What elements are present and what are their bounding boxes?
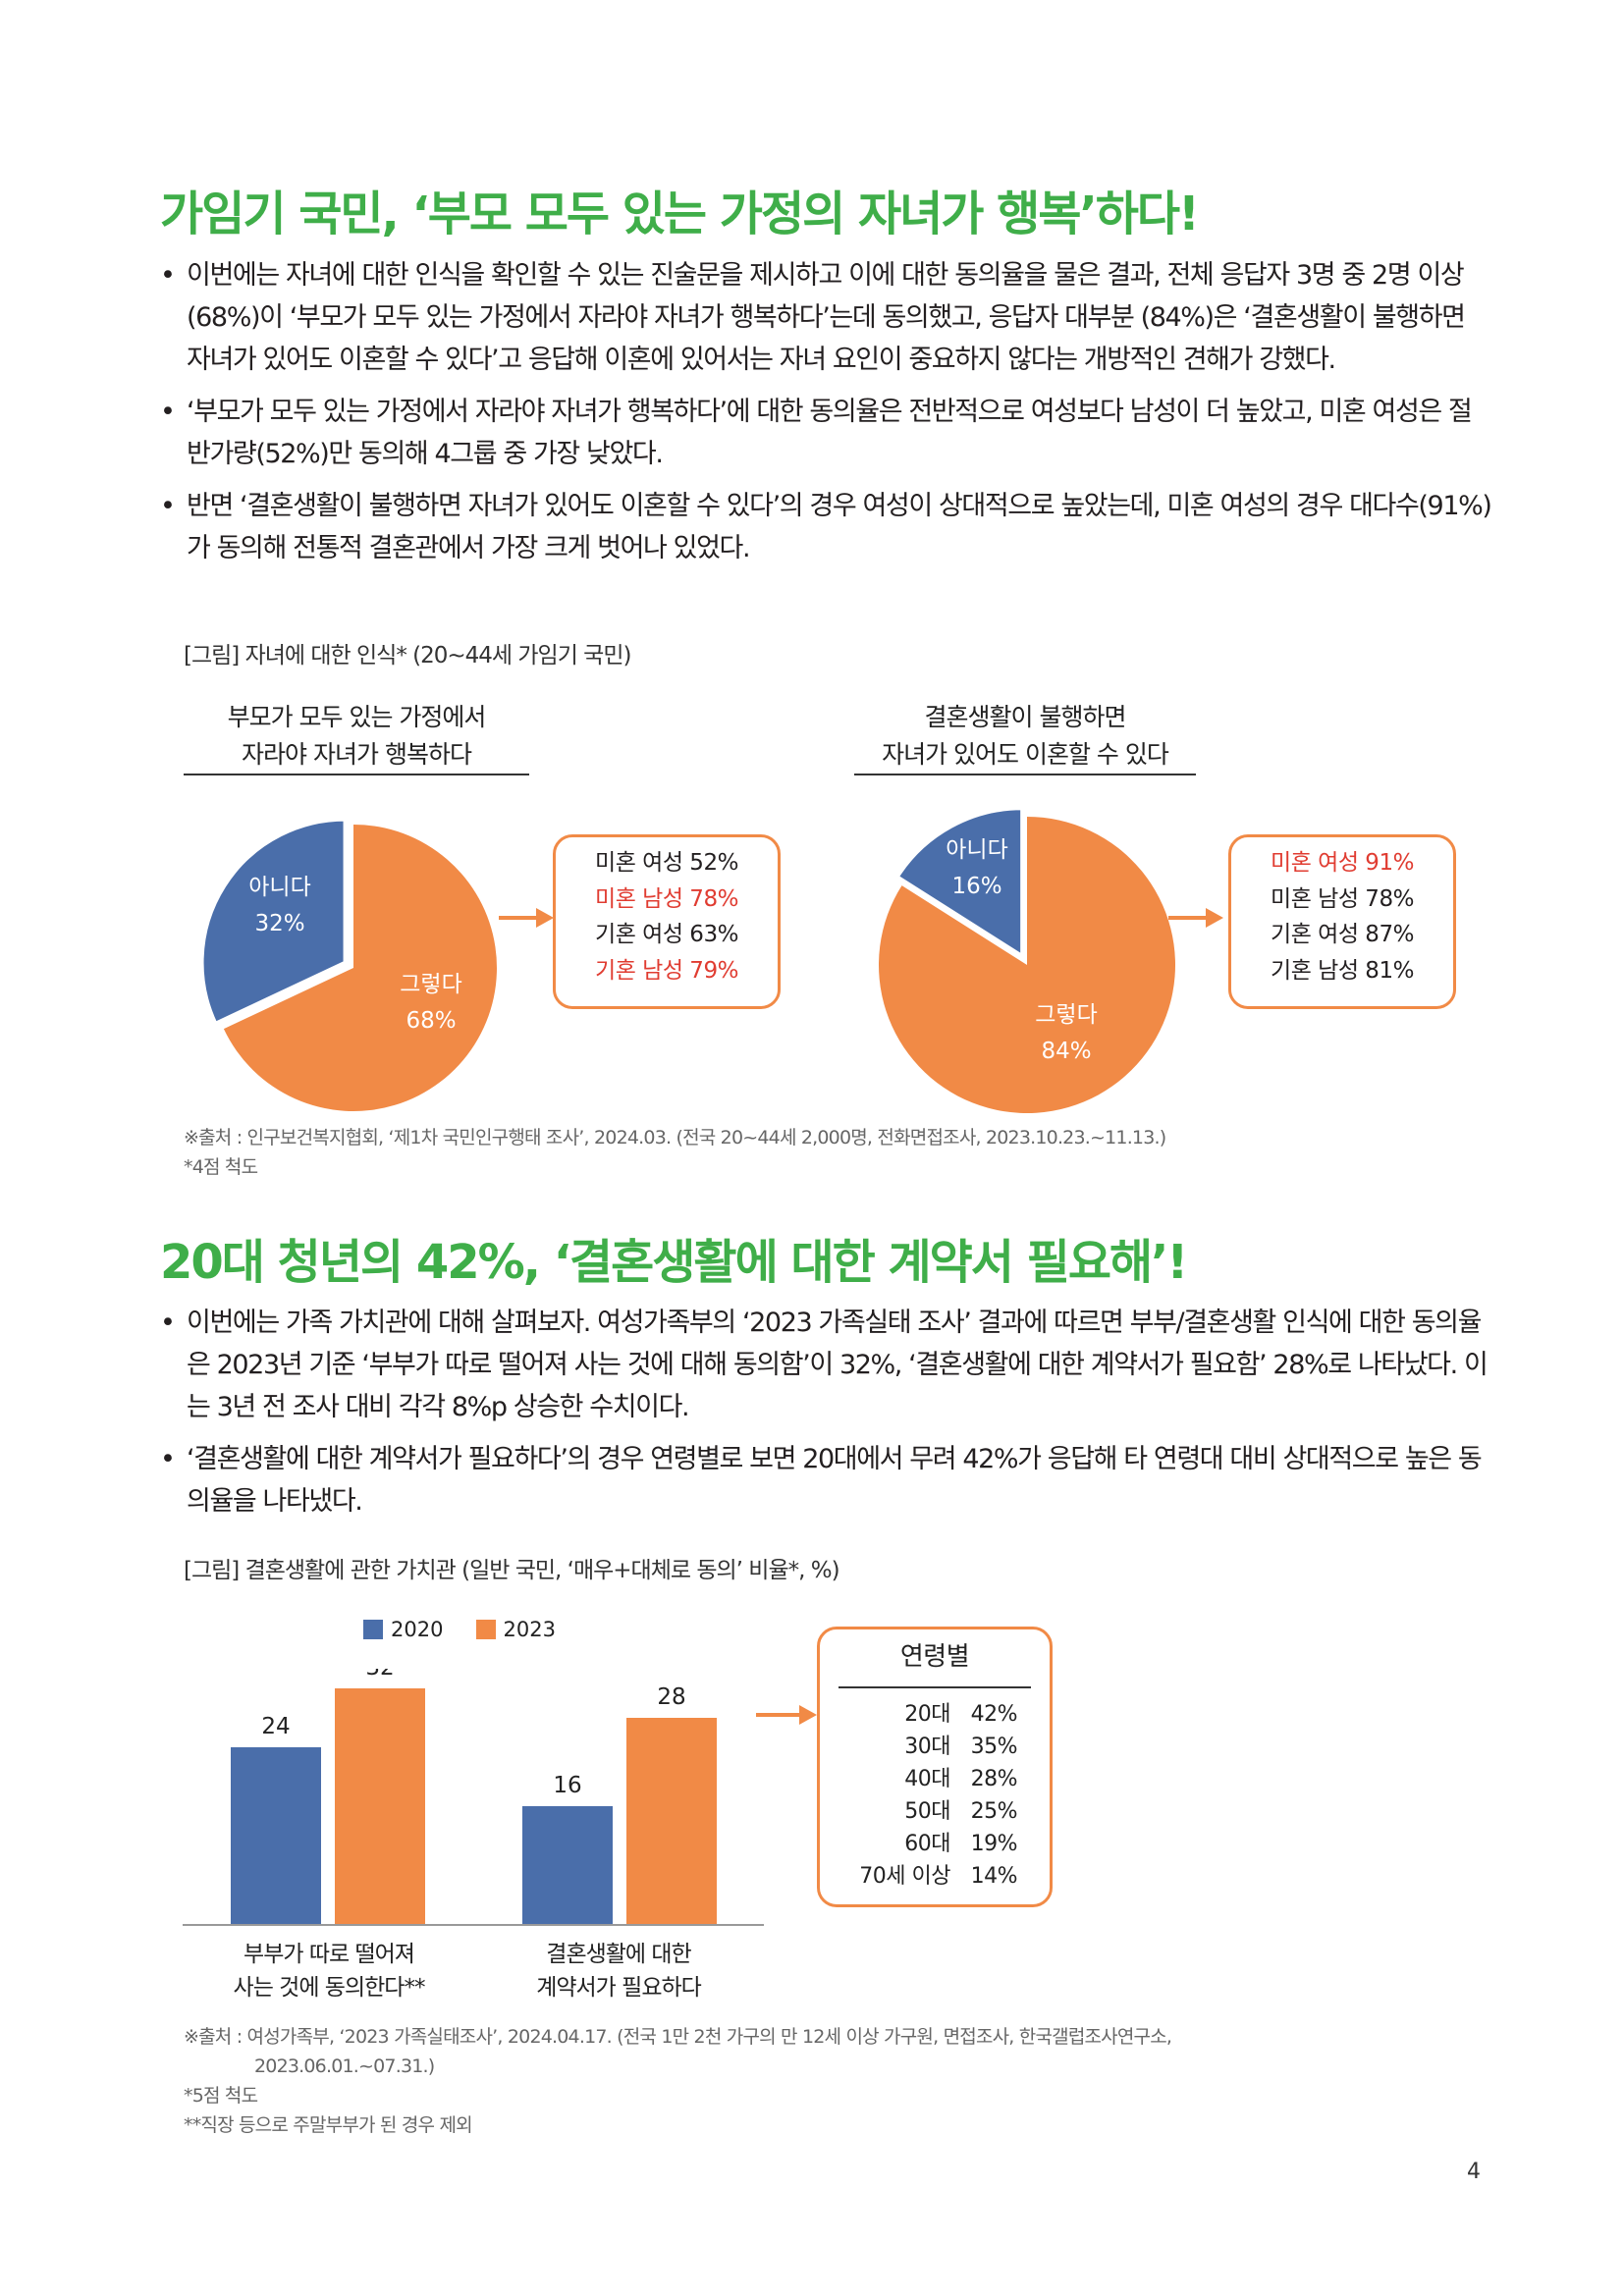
group-stat: 기혼 여성 87% [1271, 922, 1414, 947]
pie1-no-text: 아니다 [248, 875, 311, 900]
age-value: 42% [970, 1702, 1018, 1727]
pie1-slice-no [199, 817, 348, 1027]
arrow-right-icon [756, 1705, 817, 1725]
scale-note: *5점 척도 [184, 2085, 258, 2107]
bullet-item: 이번에는 자녀에 대한 인식을 확인할 수 있는 진술문을 제시하고 이에 대한… [160, 254, 1492, 381]
pie2-title-line2: 자녀가 있어도 이혼할 수 있다 [882, 740, 1169, 769]
group-stat: 기혼 여성 63% [595, 922, 738, 947]
section1-bullets: 이번에는 자녀에 대한 인식을 확인할 수 있는 진술문을 제시하고 이에 대한… [160, 254, 1492, 569]
bar-chart: 24 32 16 28 [183, 1669, 764, 1926]
pie2-chart [879, 806, 1175, 1113]
scale-note: *4점 척도 [184, 1156, 258, 1178]
pie1-title: 부모가 모두 있는 가정에서 자라야 자녀가 행복하다 [184, 699, 529, 775]
age-row: 40대 28% [820, 1763, 1050, 1795]
group-stat: 미혼 남성 78% [595, 885, 738, 912]
source-note: ※출처 : 인구보건복지협회, ‘제1차 국민인구행태 조사’, 2024.03… [184, 1123, 1166, 1182]
age-box-divider [839, 1686, 1031, 1688]
bar-2020-2 [522, 1806, 613, 1924]
age-row: 30대 35% [820, 1731, 1050, 1763]
bar-value-label: 28 [657, 1684, 685, 1710]
bullet-item: 반면 ‘결혼생활이 불행하면 자녀가 있어도 이혼할 수 있다’의 경우 여성이… [160, 485, 1492, 569]
pie2-yes-text: 그렇다 [1035, 1002, 1098, 1028]
bullet-item: 이번에는 가족 가치관에 대해 살펴보자. 여성가족부의 ‘2023 가족실태 … [160, 1302, 1492, 1428]
pie2-no-text: 아니다 [946, 837, 1008, 863]
bullet-item: ‘부모가 모두 있는 가정에서 자라야 자녀가 행복하다’에 대한 동의율은 전… [160, 391, 1492, 475]
age-breakdown-box: 연령별 20대 42% 30대 35% 40대 28% 50대 25% 60대 19% 70세 이상… [817, 1627, 1053, 1907]
section1-title: 가임기 국민, ‘부모 모두 있는 가정의 자녀가 행복’하다! [160, 187, 1200, 241]
source-line: 2023.06.01.~07.31.) [254, 2056, 435, 2077]
group-stat: 기혼 남성 79% [595, 957, 738, 984]
source-line: ※출처 : 여성가족부, ‘2023 가족실태조사’, 2024.04.17. … [184, 2026, 1172, 2048]
age-group: 20대 [904, 1702, 950, 1727]
age-group: 30대 [904, 1735, 950, 1759]
pie2-no-value: 16% [951, 874, 1002, 899]
pie1-yes-label: 그렇다 68% [382, 967, 480, 1040]
age-row: 70세 이상 14% [820, 1860, 1050, 1893]
bar-2023-2 [626, 1718, 717, 1924]
x-tick-line: 부부가 따로 떨어져 [243, 1942, 415, 1967]
age-group: 70세 이상 [859, 1864, 950, 1889]
pie1-no-value: 32% [254, 911, 305, 936]
x-tick-line: 계약서가 필요하다 [536, 1975, 702, 2001]
pie2-slice-no [893, 806, 1025, 960]
age-box-title: 연령별 [899, 1642, 970, 1672]
pie1-yes-text: 그렇다 [400, 972, 462, 997]
age-group: 50대 [904, 1799, 950, 1824]
bar-value-label: 16 [553, 1773, 581, 1798]
age-value: 19% [970, 1832, 1018, 1856]
age-group: 60대 [904, 1832, 950, 1856]
pie2-title-line1: 결혼생활이 불행하면 [924, 703, 1127, 731]
pie2-title: 결혼생활이 불행하면 자녀가 있어도 이혼할 수 있다 [854, 699, 1196, 775]
group-stat: 미혼 남성 78% [1271, 885, 1414, 912]
age-value: 25% [970, 1799, 1018, 1824]
x-tick-line: 사는 것에 동의한다** [233, 1975, 426, 2001]
pie1-yes-value: 68% [406, 1008, 457, 1034]
pie1-title-line2: 자라야 자녀가 행복하다 [242, 740, 472, 769]
group-stat: 미혼 여성 52% [595, 850, 738, 876]
pie1-title-line1: 부모가 모두 있는 가정에서 [227, 703, 487, 731]
pie2-group-box: 미혼 여성 91% 미혼 남성 78% 기혼 여성 87% 기혼 남성 81% [1228, 834, 1456, 1009]
age-value: 35% [970, 1735, 1018, 1759]
group-stat: 기혼 남성 81% [1271, 957, 1414, 984]
pie1-chart [199, 817, 497, 1111]
pie2-yes-value: 84% [1041, 1039, 1092, 1064]
figure-caption: [그림] 결혼생활에 관한 가치관 (일반 국민, ‘매우+대체로 동의’ 비율… [184, 1558, 840, 1583]
legend-swatch-2020 [363, 1620, 383, 1639]
arrow-right-icon [499, 908, 554, 928]
arrow-right-icon [1168, 908, 1223, 928]
group-stat: 미혼 여성 91% [1271, 850, 1414, 876]
pie2-slice-yes [879, 817, 1175, 1113]
legend-swatch-2023 [475, 1620, 496, 1639]
age-value: 14% [970, 1864, 1018, 1889]
age-group: 40대 [904, 1767, 950, 1791]
bar-2020-1 [231, 1747, 321, 1924]
bar-value-label: 24 [261, 1714, 290, 1739]
age-row: 50대 25% [820, 1795, 1050, 1828]
section2-title: 20대 청년의 42%, ‘결혼생활에 대한 계약서 필요해’! [160, 1235, 1188, 1290]
age-value: 28% [970, 1767, 1018, 1791]
age-row: 60대 19% [820, 1828, 1050, 1860]
x-tick-line: 결혼생활에 대한 [546, 1942, 691, 1967]
pie1-group-box: 미혼 여성 52% 미혼 남성 78% 기혼 여성 63% 기혼 남성 79% [553, 834, 781, 1009]
figure-caption: [그림] 자녀에 대한 인식* (20~44세 가임기 국민) [184, 643, 631, 668]
footnote: **직장 등으로 주말부부가 된 경우 제외 [184, 2114, 473, 2136]
section2-bullets: 이번에는 가족 가치관에 대해 살펴보자. 여성가족부의 ‘2023 가족실태 … [160, 1302, 1492, 1522]
bar-2023-1 [335, 1688, 425, 1924]
age-row: 20대 42% [820, 1698, 1050, 1731]
source-line: ※출처 : 인구보건복지협회, ‘제1차 국민인구행태 조사’, 2024.03… [184, 1127, 1166, 1148]
page-number: 4 [1467, 2160, 1481, 2184]
x-tick-label: 부부가 따로 떨어져 사는 것에 동의한다** [196, 1938, 461, 2004]
chart-legend: 2020 2023 [363, 1618, 583, 1641]
source-note: ※출처 : 여성가족부, ‘2023 가족실태조사’, 2024.04.17. … [184, 2022, 1172, 2140]
pie1-no-label: 아니다 32% [231, 870, 329, 942]
pie2-no-label: 아니다 16% [928, 832, 1026, 905]
pie1-slice-yes [223, 825, 497, 1111]
legend-label: 2023 [503, 1618, 556, 1641]
pie2-yes-label: 그렇다 84% [1017, 997, 1115, 1070]
legend-label: 2020 [391, 1618, 444, 1641]
bullet-item: ‘결혼생활에 대한 계약서가 필요하다’의 경우 연령별로 보면 20대에서 무… [160, 1438, 1492, 1522]
bar-value-label: 32 [365, 1669, 394, 1681]
x-tick-label: 결혼생활에 대한 계약서가 필요하다 [486, 1938, 751, 2004]
